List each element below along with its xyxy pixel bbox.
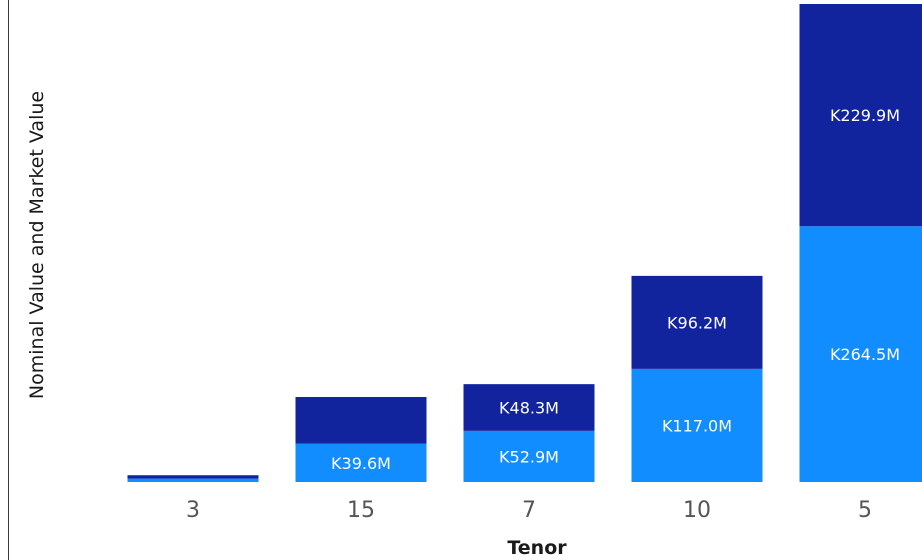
data-label-10-s2: K96.2M [667, 313, 727, 332]
y-axis-label: Nominal Value and Market Value [26, 91, 48, 399]
x-tick-10: 10 [683, 498, 711, 523]
x-tick-3: 3 [186, 498, 200, 523]
y-axis-label-group: Nominal Value and Market Value [26, 91, 48, 399]
data-label-7-s1: K52.9M [499, 447, 559, 466]
x-tick-5: 5 [858, 498, 872, 523]
x-axis-label: Tenor [507, 537, 567, 559]
x-ticks-group: 3 15 7 10 5 [186, 498, 872, 523]
bar-segment-15-s1[interactable] [295, 443, 427, 482]
bar-segment-3-s2[interactable] [127, 475, 259, 479]
bars-group: K39.6M K52.9M K48.3M K117.0M K96.2M K264.5M K2… [127, 4, 922, 482]
bar-segment-5-s1[interactable] [799, 226, 922, 482]
data-label-5-s1: K264.5M [830, 345, 900, 364]
data-label-5-s2: K229.9M [830, 106, 900, 125]
data-label-10-s1: K117.0M [662, 416, 732, 435]
left-border [8, 0, 9, 560]
bar-segment-5-s2[interactable] [799, 4, 922, 227]
bar-segment-7-s1[interactable] [463, 430, 595, 482]
x-tick-7: 7 [522, 498, 536, 523]
x-tick-15: 15 [347, 498, 375, 523]
bar-segment-10-s2[interactable] [631, 275, 763, 369]
bar-segment-10-s1[interactable] [631, 368, 763, 482]
bar-segment-15-s2[interactable] [295, 397, 427, 444]
bar-segment-7-s2[interactable] [463, 384, 595, 431]
data-label-15-s1: K39.6M [331, 454, 391, 473]
bar-segment-3-s1[interactable] [127, 478, 259, 482]
data-label-7-s2: K48.3M [499, 399, 559, 418]
